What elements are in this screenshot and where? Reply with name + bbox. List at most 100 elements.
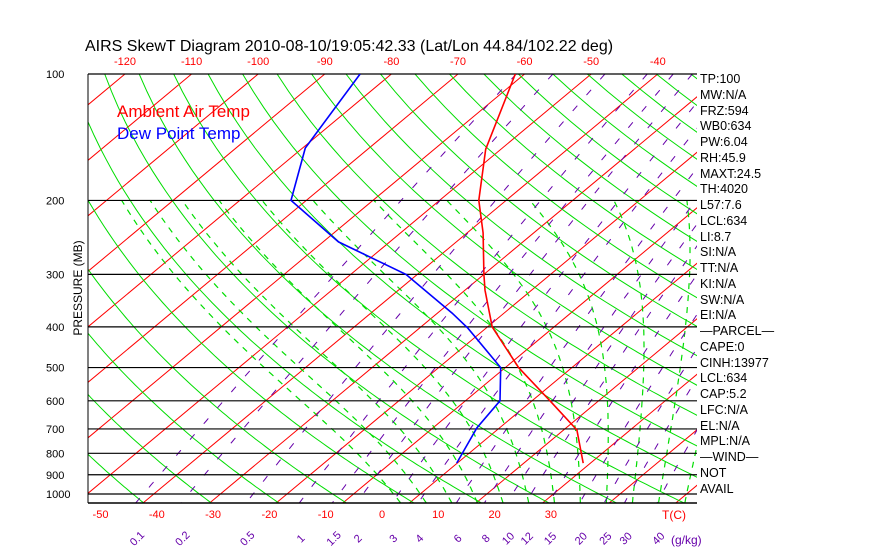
isotherm-line: [88, 74, 392, 328]
top-temp-tick-label: -80: [383, 56, 399, 68]
dry-adiabat-line: [276, 74, 697, 416]
isotherm-line: [88, 74, 326, 272]
isotherm-line: [275, 151, 697, 503]
bottom-temp-tick-label: -20: [261, 509, 277, 521]
moist-adiabat-line: [373, 199, 556, 503]
dry-adiabat-line: [311, 74, 697, 386]
pressure-tick-label: 800: [46, 448, 64, 460]
mixing-ratio-tick-label: 20: [573, 530, 590, 547]
mixing-ratio-tick-label: 15: [542, 530, 559, 547]
pressure-tick-label: 100: [46, 69, 64, 81]
panel-item: SW:N/A: [700, 292, 745, 307]
mixing-ratio-tick-label: 4: [414, 533, 427, 546]
dry-adiabat-line: [104, 74, 550, 503]
dry-adiabat-line: [88, 199, 415, 503]
moist-adiabat-line: [149, 200, 427, 503]
moist-adiabat-line: [446, 199, 581, 503]
mixing-ratio-line: [391, 101, 697, 503]
isotherm-line: [88, 74, 259, 217]
mixing-ratio-tick-label: 3: [387, 533, 400, 546]
legend-dew-point-temp: Dew Point Temp: [117, 124, 240, 143]
mixing-ratio-tick-label: 2: [352, 533, 365, 546]
mixing-ratio-tick-label: 6: [452, 533, 465, 546]
mixing-ratio-line: [483, 197, 697, 503]
mixing-ratio-line: [356, 74, 693, 503]
dry-adiabat-line: [380, 74, 697, 328]
panel-item: SI:N/A: [700, 245, 737, 260]
top-temp-tick-label: -60: [517, 56, 533, 68]
dry-adiabat-line: [207, 74, 697, 478]
mixing-ratio-tick-label: 8: [480, 533, 493, 546]
panel-item: —WIND—: [700, 450, 759, 464]
isotherm-line: [409, 262, 697, 503]
panel-item: RH:45.9: [700, 150, 746, 165]
dry-adiabat-line: [760, 74, 870, 503]
isotherm-line: [88, 74, 459, 383]
top-temp-tick-label: -120: [114, 56, 136, 68]
moist-adiabat-line: [312, 200, 530, 503]
pressure-tick-label: 900: [46, 470, 64, 482]
dry-adiabat-line: [794, 74, 870, 503]
pressure-tick-label: 700: [46, 424, 64, 436]
dry-adiabat-line: [88, 268, 347, 503]
isotherm-line: [542, 373, 697, 503]
panel-item: FRZ:594: [700, 103, 749, 118]
stability-index-panel: TP:100 MW:N/A FRZ:594 WB0:634 PW:6.04 RH:45.9…: [700, 72, 774, 497]
panel-item: WB0:634: [700, 119, 752, 134]
panel-item: EL:N/A: [700, 418, 740, 433]
bottom-temp-tick-label: -10: [318, 509, 334, 521]
top-temp-tick-label: -50: [583, 56, 599, 68]
mixing-ratio-line: [623, 377, 697, 503]
dry-adiabat-line: [173, 74, 685, 503]
mixing-ratio-tick-label: 12: [519, 530, 536, 547]
isotherm-line: [88, 74, 126, 106]
dry-adiabat-line: [138, 74, 617, 503]
moist-adiabat-line: [218, 200, 478, 503]
isotherm-line: [475, 318, 697, 503]
dry-adiabat-line: [345, 74, 697, 357]
mixing-ratio-line: [525, 245, 697, 503]
y-axis-label: PRESSURE (MB): [71, 240, 85, 335]
isotherm-line: [88, 74, 525, 439]
panel-item: CINH:13977: [700, 355, 769, 370]
mixing-ratio-unit-label: (g/kg): [671, 533, 702, 547]
mixing-ratio-tick-label: 0.2: [173, 529, 192, 548]
top-temp-tick-label: -40: [650, 56, 666, 68]
panel-item: MPL:N/A: [700, 434, 751, 449]
panel-item: MAXT:24.5: [700, 166, 762, 181]
top-temp-tick-label: -110: [181, 56, 202, 68]
dew-point-profile-line: [290, 74, 502, 464]
mixing-ratio-tick-label: 1: [295, 533, 308, 546]
moist-adiabat-line: [181, 200, 453, 503]
mixing-ratio-line: [298, 74, 648, 503]
dry-adiabat-line: [414, 74, 697, 299]
pressure-tick-label: 600: [46, 396, 64, 408]
legend-ambient-air-temp: Ambient Air Temp: [117, 102, 250, 121]
chart-title: AIRS SkewT Diagram 2010-08-10/19:05:42.3…: [85, 38, 613, 55]
isotherm-line: [809, 74, 870, 503]
isotherm-line: [0, 74, 58, 503]
moist-adiabat-line: [658, 200, 691, 503]
dry-adiabat-line: [88, 332, 279, 503]
isotherm-line: [88, 74, 192, 161]
panel-item: MW:N/A: [700, 87, 747, 102]
dry-adiabat-line: [88, 453, 145, 503]
panel-item: LCL:634: [700, 213, 748, 228]
panel-item: LFC:N/A: [700, 402, 748, 417]
pressure-tick-label: 500: [46, 363, 64, 375]
panel-item: CAPE:0: [700, 339, 745, 354]
bottom-temp-tick-label: 10: [432, 509, 444, 521]
panel-item: LI:8.7: [700, 229, 732, 244]
panel-item: EI:N/A: [700, 308, 737, 323]
panel-item: AVAIL: [700, 481, 734, 496]
panel-item: TP:100: [700, 72, 741, 86]
pressure-tick-label: 400: [46, 322, 64, 334]
mixing-ratio-tick-label: 40: [650, 530, 667, 547]
isotherm-line: [142, 74, 659, 503]
mixing-ratio-line: [417, 127, 697, 503]
mixing-ratio-line: [135, 74, 517, 503]
ambient-temp-profile-line: [477, 74, 584, 464]
mixing-ratio-tick-label: 0.1: [128, 529, 147, 548]
panel-item: TT:N/A: [700, 261, 739, 275]
